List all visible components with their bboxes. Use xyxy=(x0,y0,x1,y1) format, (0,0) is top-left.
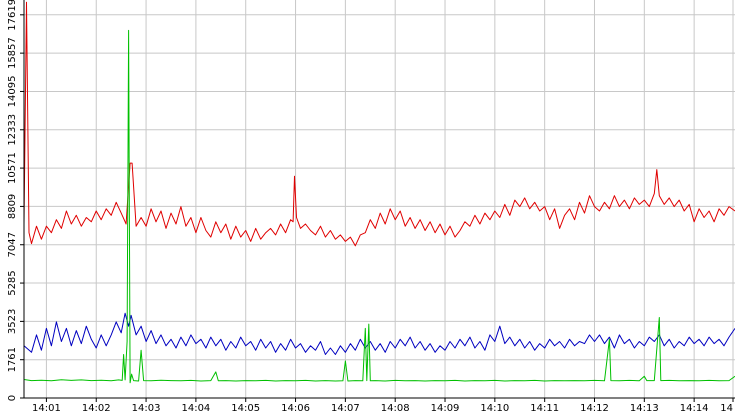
series-line-1 xyxy=(23,1,735,247)
series-line-2 xyxy=(23,312,735,355)
x-tick-label: 14:04 xyxy=(181,403,210,414)
y-tick-label: 7047 xyxy=(7,232,18,257)
y-tick-label: 17619 xyxy=(7,0,18,31)
x-tick-label: 14:02 xyxy=(82,403,111,414)
y-tick-label: 14095 xyxy=(7,76,18,108)
y-tick-label: 8809 xyxy=(7,194,18,219)
series-line-3 xyxy=(23,29,735,384)
y-tick-label: 10571 xyxy=(7,152,18,184)
y-tick-label: 12333 xyxy=(7,114,18,146)
y-tick-label: 3523 xyxy=(7,309,18,334)
x-tick-label: 14:10 xyxy=(480,403,509,414)
x-axis-ticks: 14:01 14:02 14:03 14:04 14:05 14:06 14:07 14:08… xyxy=(32,398,734,414)
x-tick-label: 14:06 xyxy=(281,403,310,414)
x-tick-label: 14:01 xyxy=(32,403,61,414)
x-tick-label: 14:03 xyxy=(132,403,161,414)
y-tick-label: 15857 xyxy=(7,37,18,69)
x-tick-label: 14 xyxy=(720,403,733,414)
x-tick-label: 14:07 xyxy=(331,403,360,414)
x-tick-label: 14:09 xyxy=(431,403,460,414)
y-axis-ticks: 0 1761 3523 5285 7047 8809 10571 12333 14095 1585… xyxy=(7,0,24,401)
x-tick-label: 14:11 xyxy=(530,403,559,414)
axes xyxy=(23,0,735,399)
grid xyxy=(24,0,735,398)
x-tick-label: 14:05 xyxy=(231,403,260,414)
y-tick-label: 1761 xyxy=(7,347,18,372)
y-tick-label: 5285 xyxy=(7,270,18,295)
x-tick-label: 14:14 xyxy=(680,403,709,414)
x-tick-label: 14:13 xyxy=(630,403,659,414)
x-tick-label: 14:12 xyxy=(580,403,609,414)
x-tick-label: 14:08 xyxy=(381,403,410,414)
y-tick-label: 0 xyxy=(7,395,18,401)
series-group xyxy=(23,1,735,384)
